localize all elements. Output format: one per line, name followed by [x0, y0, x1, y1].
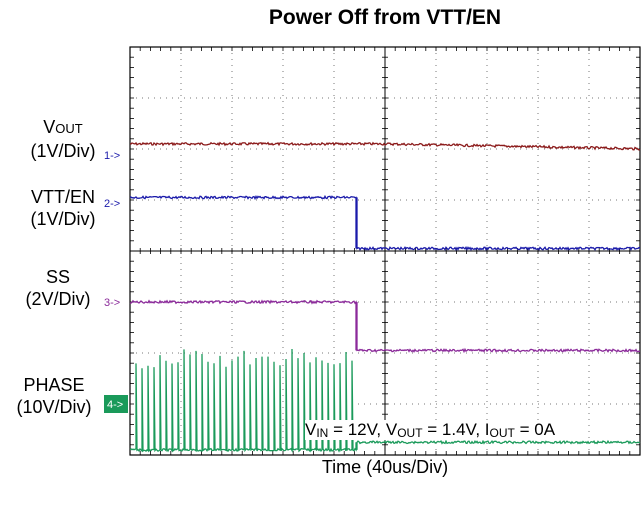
marker-1: 1->: [104, 150, 120, 162]
label-vout-sub: OUT: [55, 121, 83, 136]
marker-4: 4->: [107, 399, 123, 411]
trace-ch3: [129, 299, 641, 354]
label-vtt-scale: (1V/Div): [30, 209, 96, 229]
label-ss-main: SS: [45, 267, 70, 287]
label-ss-scale: (2V/Div): [25, 289, 91, 309]
label-ss: SS (2V/Div): [8, 266, 108, 310]
label-vout: VOUT (1V/Div): [8, 116, 118, 162]
marker-box-4: [104, 395, 128, 413]
label-vtt-main: VTT/EN: [30, 187, 95, 207]
x-axis-label: Time (40us/Div): [321, 457, 449, 477]
trace-ch1: [129, 141, 641, 151]
label-phase-scale: (10V/Div): [16, 397, 92, 417]
label-vtt: VTT/EN (1V/Div): [8, 186, 118, 230]
marker-2: 2->: [104, 198, 120, 210]
chart-title: Power Off from VTT/EN: [268, 6, 502, 29]
label-vout-main: V: [43, 117, 56, 137]
trace-ch2: [129, 194, 641, 251]
trace-ch4: [129, 348, 641, 454]
test-conditions: VIN = 12V, VOUT = 1.4V, IOUT = 0A: [305, 420, 556, 440]
label-phase-main: PHASE: [23, 375, 85, 395]
label-phase: PHASE (10V/Div): [0, 374, 108, 418]
label-vout-scale: (1V/Div): [30, 141, 96, 161]
marker-3: 3->: [104, 297, 120, 309]
